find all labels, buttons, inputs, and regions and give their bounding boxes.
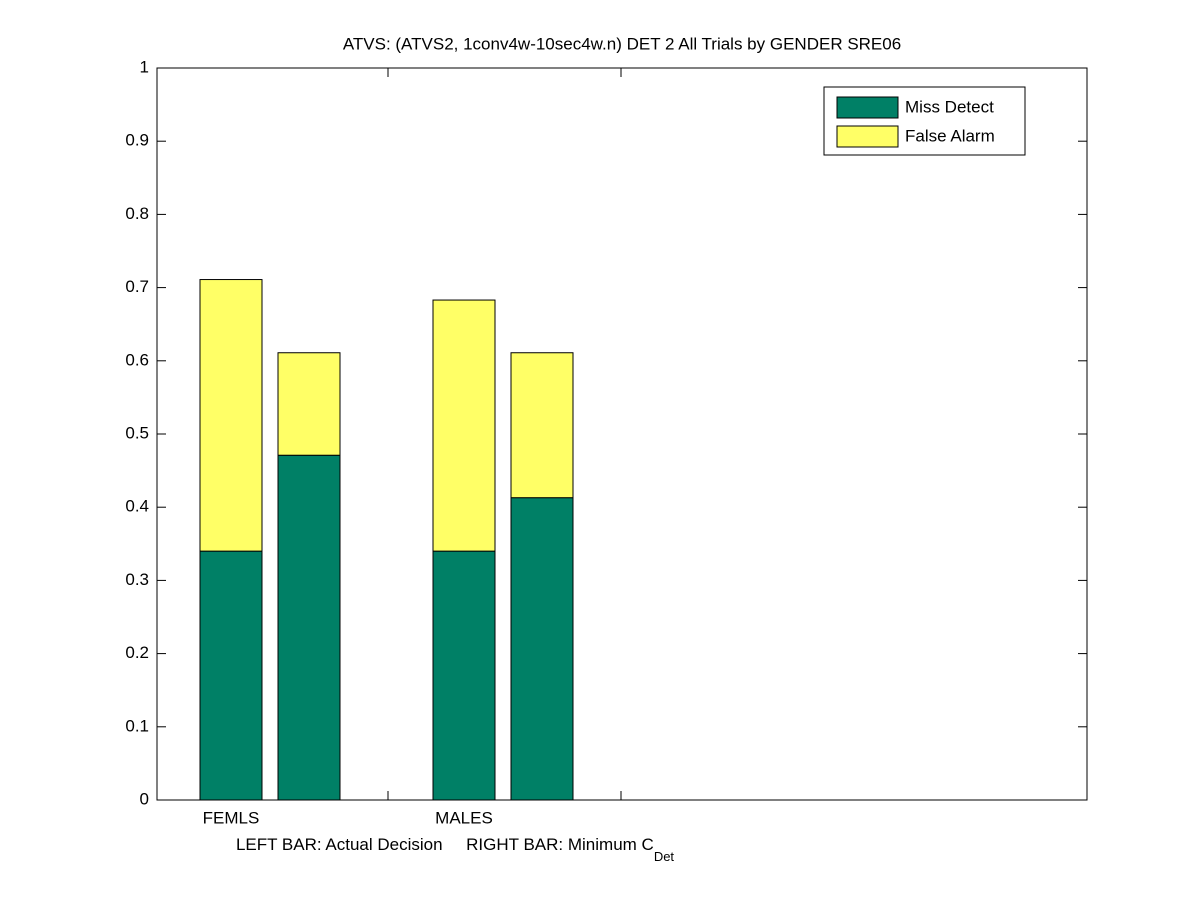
y-tick-label: 0.7: [125, 277, 149, 296]
legend-label: False Alarm: [905, 126, 995, 145]
bar-segment: [199, 279, 263, 552]
bar-segment: [432, 299, 496, 552]
x-axis-label: LEFT BAR: Actual Decision RIGHT BAR: Min…: [236, 835, 674, 864]
bar-segment: [510, 497, 574, 801]
y-tick-label: 0.6: [125, 350, 149, 369]
chart-title: ATVS: (ATVS2, 1conv4w-10sec4w.n) DET 2 A…: [343, 34, 901, 53]
y-tick-label: 0.9: [125, 131, 149, 150]
y-tick-label: 0.5: [125, 423, 149, 442]
y-tick-label: 0.4: [125, 497, 149, 516]
y-tick-label: 0.3: [125, 570, 149, 589]
x-tick-label: MALES: [435, 808, 493, 827]
bar-segment: [510, 352, 574, 499]
y-tick-label: 0.8: [125, 204, 149, 223]
bar-segment: [277, 352, 341, 456]
x-axis-label-main: LEFT BAR: Actual Decision RIGHT BAR: Min…: [236, 835, 654, 854]
bar-segment: [277, 454, 341, 801]
bar-segment: [432, 550, 496, 801]
axes-frame: [156, 67, 1088, 801]
legend: Miss Detect False Alarm: [823, 86, 1026, 156]
x-tick-label: FEMLS: [203, 808, 260, 827]
y-tick-label: 0.1: [125, 716, 149, 735]
bar-segment: [199, 550, 263, 801]
x-axis-label-subscript: Det: [654, 849, 675, 864]
legend-label: Miss Detect: [905, 97, 994, 116]
legend-swatch: [836, 96, 899, 119]
y-tick-label: 1: [140, 57, 149, 76]
legend-swatch: [836, 125, 899, 148]
y-tick-label: 0: [140, 789, 149, 808]
y-tick-label: 0.2: [125, 643, 149, 662]
